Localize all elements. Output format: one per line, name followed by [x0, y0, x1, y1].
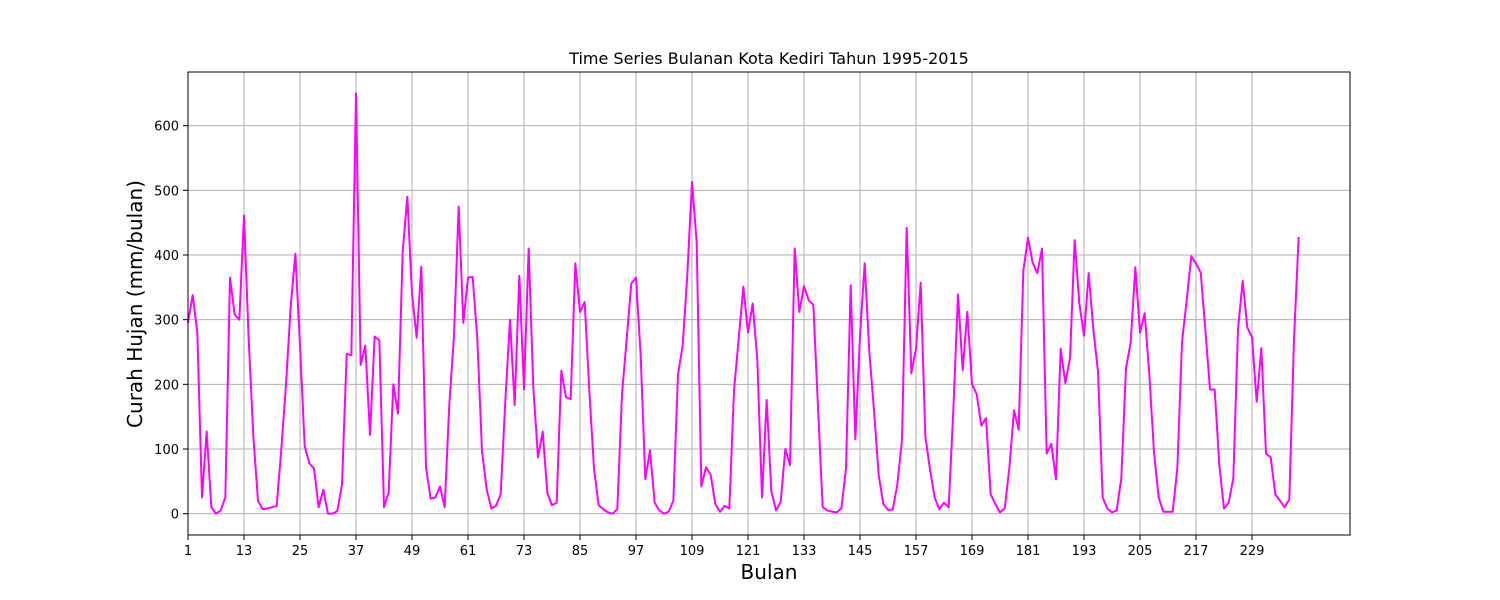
x-tick-label: 73	[516, 544, 533, 559]
rainfall-series-line	[187, 92, 1300, 515]
chart-title: Time Series Bulanan Kota Kediri Tahun 19…	[568, 49, 969, 68]
x-tick-label: 49	[404, 544, 421, 559]
plot-frame	[187, 71, 1351, 536]
tick-layer: 1 13 25 37 49 61 73 85 97 109 121 133 145 157 169 181 19…	[154, 120, 1264, 559]
x-tick-label: 1	[184, 544, 192, 559]
x-tick-label: 205	[1128, 544, 1153, 559]
series-layer	[187, 92, 1300, 515]
x-tick-label: 157	[904, 544, 929, 559]
x-tick-label: 145	[848, 544, 873, 559]
x-tick-label: 97	[628, 544, 645, 559]
y-tick-label: 100	[154, 443, 179, 458]
x-tick-label: 181	[1016, 544, 1041, 559]
y-tick-label: 0	[171, 508, 179, 523]
x-tick-label: 25	[292, 544, 309, 559]
x-tick-label: 193	[1072, 544, 1097, 559]
y-tick-label: 400	[154, 249, 179, 264]
y-tick-label: 300	[154, 314, 179, 329]
x-tick-label: 85	[572, 544, 589, 559]
x-tick-label: 217	[1184, 544, 1209, 559]
y-tick-label: 600	[154, 120, 179, 135]
x-tick-label: 13	[236, 544, 253, 559]
x-tick-label: 169	[960, 544, 985, 559]
x-axis-label: Bulan	[741, 560, 798, 584]
grid-layer	[187, 72, 1350, 535]
x-tick-label: 61	[460, 544, 477, 559]
x-tick-label: 121	[736, 544, 761, 559]
y-tick-label: 200	[154, 378, 179, 393]
x-tick-label: 37	[348, 544, 365, 559]
x-tick-label: 109	[680, 544, 705, 559]
y-axis-label: Curah Hujan (mm/bulan)	[123, 180, 147, 428]
x-tick-label: 229	[1240, 544, 1265, 559]
x-tick-label: 133	[792, 544, 817, 559]
y-tick-label: 500	[154, 184, 179, 199]
